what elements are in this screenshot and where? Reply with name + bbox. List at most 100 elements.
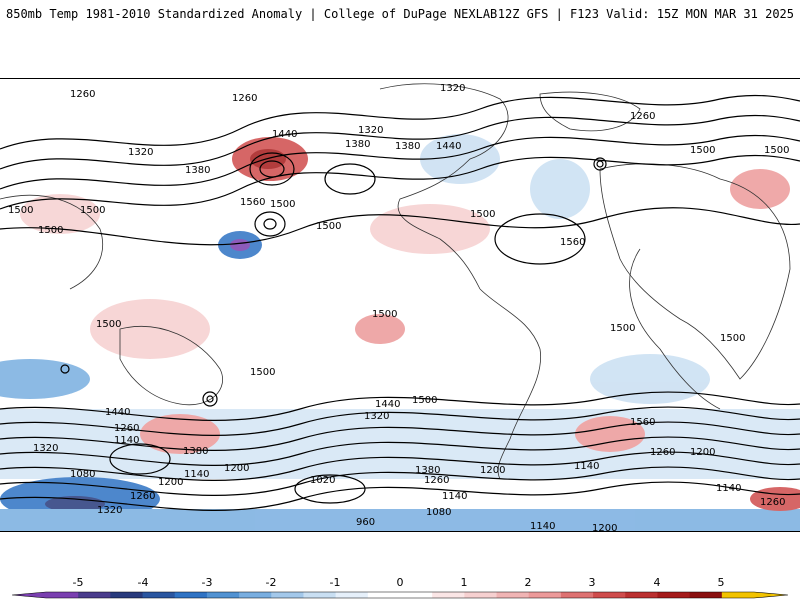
contour-label: 1380 (395, 141, 420, 152)
contour-label: 1500 (720, 333, 745, 344)
colorbar-segment (464, 592, 498, 598)
colorbar-label: -4 (137, 576, 149, 589)
contour-label: 1080 (426, 507, 451, 518)
contour-label: 1500 (316, 221, 341, 232)
colorbar-label: 4 (653, 576, 661, 589)
colorbar-label: 2 (524, 576, 532, 589)
contour-label: 1200 (690, 447, 715, 458)
height-contours (0, 94, 800, 511)
contour-label: 1560 (240, 197, 265, 208)
colorbar-segment (400, 592, 433, 598)
contour-label: 1140 (530, 521, 555, 531)
colorbar-label: 1 (460, 576, 468, 589)
contour-label: 1260 (70, 89, 95, 100)
colorbar-segment (496, 592, 530, 598)
colorbar-outline (11, 591, 789, 599)
colorbar-segment (528, 592, 562, 598)
contour-label: 1440 (272, 129, 297, 140)
contour-label: 1500 (270, 199, 295, 210)
colorbar-segment (78, 592, 111, 598)
colorbar-segment (432, 592, 465, 598)
contour-label: 1380 (185, 165, 210, 176)
contour-label: 1140 (716, 483, 741, 494)
colorbar-segment (335, 592, 369, 598)
contour-label: 1260 (630, 111, 655, 122)
colorbar (11, 591, 789, 599)
contour-label: 960 (356, 517, 375, 528)
colorbar-segment (560, 592, 594, 598)
colorbar-segment (206, 592, 240, 598)
colorbar-label: 3 (588, 576, 596, 589)
contour-label: 1260 (424, 475, 449, 486)
contour-label: 1260 (232, 93, 257, 104)
contour-label: 1380 (183, 446, 208, 457)
colorbar-segment (721, 592, 755, 598)
contour-label: 1320 (33, 443, 58, 454)
colorbar-label: -2 (265, 576, 277, 589)
colorbar-segment (367, 592, 401, 598)
contour-label: 1500 (8, 205, 33, 216)
contour-label: 1320 (440, 83, 465, 94)
contour-label: 1500 (690, 145, 715, 156)
colorbar-segments (11, 591, 789, 599)
colorbar-label: -1 (329, 576, 341, 589)
contour-label: 1320 (128, 147, 153, 158)
contour-label: 1140 (114, 435, 139, 446)
contour-label: 1560 (560, 237, 585, 248)
colorbar-segment (239, 592, 272, 598)
colorbar-arrow-right (754, 592, 788, 598)
contour-label: 1140 (442, 491, 467, 502)
contour-label: 1440 (436, 141, 461, 152)
contour-label: 1260 (650, 447, 675, 458)
colorbar-segment (110, 592, 144, 598)
contour-label: 1200 (480, 465, 505, 476)
model-run-info: 12Z GFS | F123 Valid: 15Z MON MAR 31 202… (497, 7, 794, 21)
contour-label: 1200 (158, 477, 183, 488)
map-svg: 1260 1260 1320 1320 1320 1380 1380 1380 … (0, 83, 800, 531)
colorbar-labels: -5 -4 -3 -2 -1 0 1 2 3 4 5 (0, 576, 800, 590)
colorbar-segment (174, 592, 208, 598)
contour-label: 1500 (372, 309, 397, 320)
contour-label: 1500 (96, 319, 121, 330)
colorbar-label: 0 (396, 576, 404, 589)
contour-label: 1440 (375, 399, 400, 410)
contour-label: 1260 (114, 423, 139, 434)
header: 850mb Temp 1981-2010 Standardized Anomal… (0, 0, 800, 32)
contour-label: 1320 (97, 505, 122, 516)
contour-label: 1500 (38, 225, 63, 236)
map-title: 850mb Temp 1981-2010 Standardized Anomal… (6, 7, 498, 21)
colorbar-label: 5 (717, 576, 725, 589)
contour-label: 1320 (358, 125, 383, 136)
contour-label: 1440 (105, 407, 130, 418)
colorbar-label: -3 (201, 576, 213, 589)
contour-label: 1500 (610, 323, 635, 334)
contour-label: 1500 (250, 367, 275, 378)
contour-label: 1260 (760, 497, 785, 508)
contour-label: 1200 (592, 523, 617, 531)
contour-label: 1020 (310, 475, 335, 486)
contour-labels: 1260 1260 1320 1320 1320 1380 1380 1380 … (8, 83, 789, 531)
contour-label: 1500 (412, 395, 437, 406)
contour-label: 1500 (764, 145, 789, 156)
contour-label: 1200 (224, 463, 249, 474)
contour-label: 1500 (470, 209, 495, 220)
colorbar-segment (657, 592, 691, 598)
anomaly-map: 1260 1260 1320 1320 1320 1380 1380 1380 … (0, 78, 800, 532)
colorbar-arrow-left (12, 592, 46, 598)
contour-label: 1260 (130, 491, 155, 502)
contour-label: 1320 (364, 411, 389, 422)
contour-label: 1080 (70, 469, 95, 480)
colorbar-segment (142, 592, 176, 598)
colorbar-label: -5 (72, 576, 84, 589)
coastlines (0, 83, 791, 480)
colorbar-segment (271, 592, 304, 598)
colorbar-segment (593, 592, 626, 598)
contour-label: 1380 (415, 465, 440, 476)
contour-label: 1140 (184, 469, 209, 480)
colorbar-segment (625, 592, 658, 598)
contour-label: 1500 (80, 205, 105, 216)
colorbar-segment (689, 592, 723, 598)
contour-label: 1140 (574, 461, 599, 472)
colorbar-segment (46, 592, 79, 598)
contour-label: 1560 (630, 417, 655, 428)
